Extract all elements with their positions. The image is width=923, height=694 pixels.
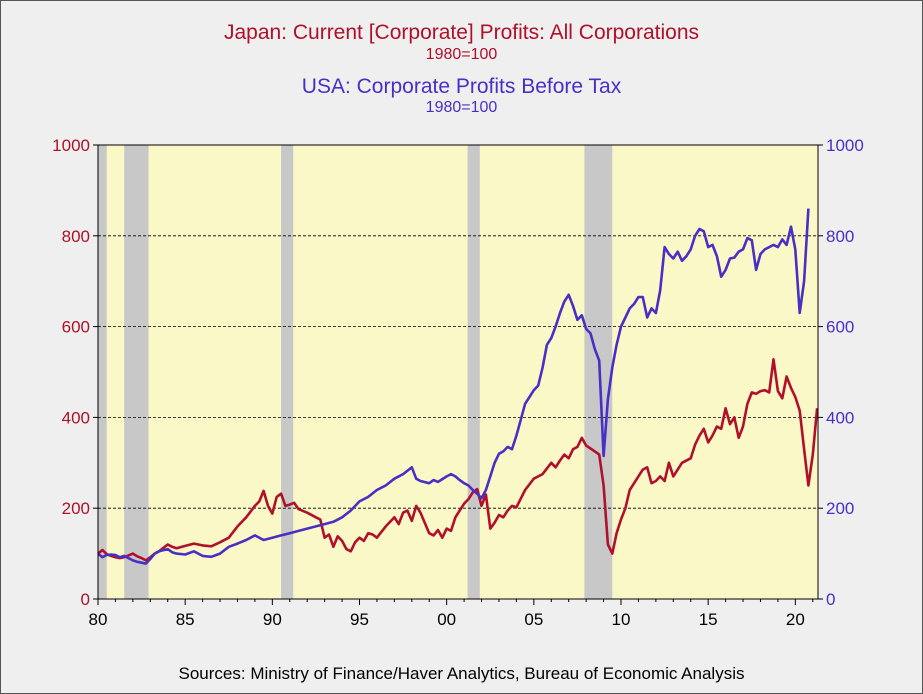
- y-right-tick-label: 600: [826, 318, 854, 337]
- x-tick-label: 20: [786, 610, 805, 629]
- y-left-tick-label: 200: [62, 499, 90, 518]
- y-right-tick-label: 800: [826, 227, 854, 246]
- y-left-tick-label: 800: [62, 227, 90, 246]
- recession-band: [98, 145, 107, 599]
- y-right-tick-label: 0: [826, 590, 835, 609]
- y-right-tick-label: 200: [826, 499, 854, 518]
- x-tick-label: 00: [437, 610, 456, 629]
- usa-title: USA: Corporate Profits Before Tax: [301, 75, 622, 98]
- y-right-tick-label: 1000: [826, 136, 864, 155]
- recession-band: [124, 145, 149, 599]
- y-left-tick-label: 0: [81, 590, 90, 609]
- x-tick-label: 15: [699, 610, 718, 629]
- x-tick-label: 90: [263, 610, 282, 629]
- recession-bands: [98, 145, 613, 599]
- japan-title: Japan: Current [Corporate] Profits: All …: [223, 21, 700, 44]
- x-tick-label: 95: [350, 610, 369, 629]
- plot-border: [97, 144, 819, 600]
- recession-band: [467, 145, 480, 599]
- series-lines: [97, 208, 819, 565]
- x-tick-label: 05: [524, 610, 543, 629]
- sources-note: Sources: Ministry of Finance/Haver Analy…: [178, 664, 745, 683]
- y-left-tick-label: 600: [62, 318, 90, 337]
- y-left-tick-label: 1000: [52, 136, 90, 155]
- x-tick-label: 80: [89, 610, 108, 629]
- y-right-tick-label: 400: [826, 408, 854, 427]
- x-tick-label: 85: [176, 610, 195, 629]
- y-left-tick-label: 400: [62, 408, 90, 427]
- x-tick-label: 10: [612, 610, 631, 629]
- recession-band: [281, 145, 294, 599]
- japan-subtitle: 1980=100: [425, 46, 498, 63]
- usa-subtitle: 1980=100: [425, 99, 498, 116]
- gridlines: [98, 235, 818, 509]
- series-line-usa: [97, 208, 810, 565]
- plot-area: [98, 145, 818, 599]
